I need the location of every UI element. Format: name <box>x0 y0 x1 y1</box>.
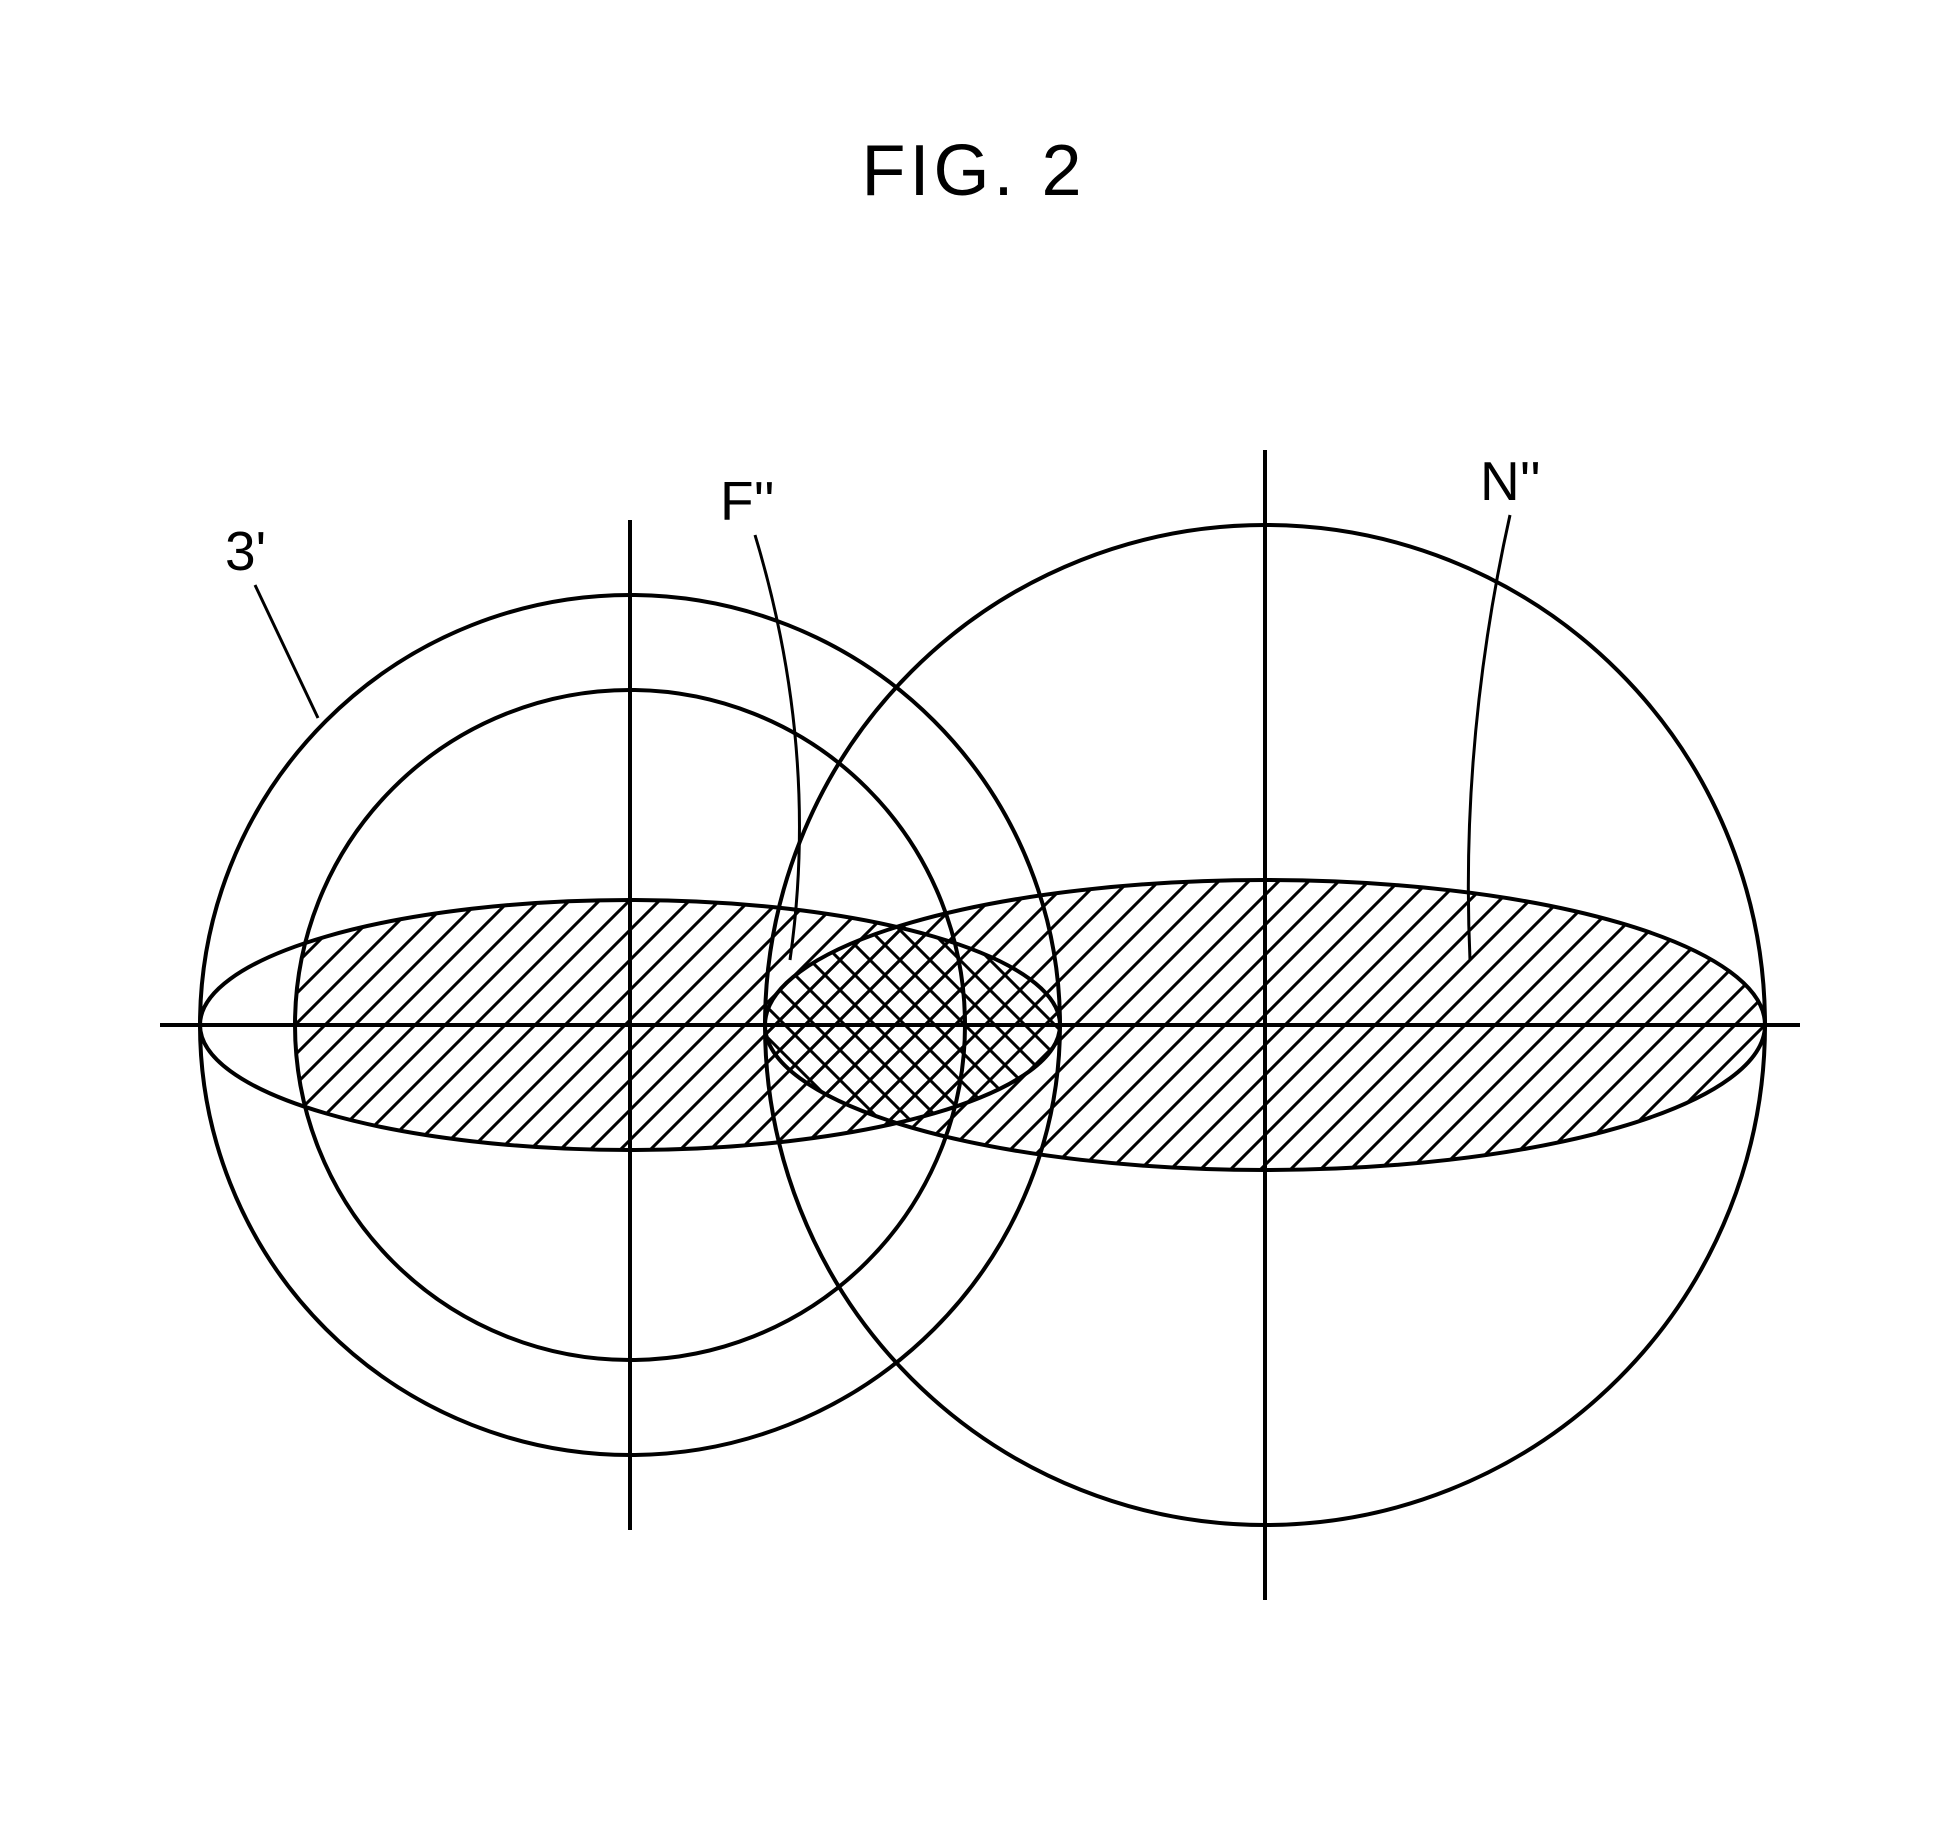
leader-three-prime <box>255 585 318 718</box>
label-f-double-prime: F'' <box>720 470 775 532</box>
figure-container: FIG. 2 <box>0 0 1947 1818</box>
leader-f-double-prime <box>755 535 799 960</box>
label-n-double-prime: N'' <box>1480 450 1541 512</box>
diagram-svg: 3' F'' N'' <box>0 0 1947 1818</box>
figure-title: FIG. 2 <box>0 130 1947 212</box>
label-three-prime: 3' <box>225 520 266 582</box>
